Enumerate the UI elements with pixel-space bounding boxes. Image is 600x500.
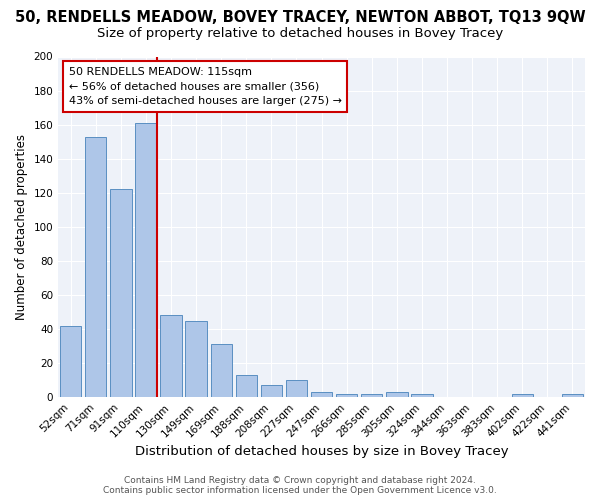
Text: Contains HM Land Registry data © Crown copyright and database right 2024.
Contai: Contains HM Land Registry data © Crown c…	[103, 476, 497, 495]
Text: 50, RENDELLS MEADOW, BOVEY TRACEY, NEWTON ABBOT, TQ13 9QW: 50, RENDELLS MEADOW, BOVEY TRACEY, NEWTO…	[14, 10, 586, 25]
Bar	[361, 394, 382, 397]
Bar	[236, 375, 257, 397]
Y-axis label: Number of detached properties: Number of detached properties	[15, 134, 28, 320]
Bar	[185, 320, 207, 397]
Bar	[160, 316, 182, 397]
Bar	[60, 326, 82, 397]
Bar	[136, 123, 157, 397]
X-axis label: Distribution of detached houses by size in Bovey Tracey: Distribution of detached houses by size …	[135, 444, 508, 458]
Bar	[512, 394, 533, 397]
Bar	[411, 394, 433, 397]
Bar	[386, 392, 407, 397]
Bar	[85, 136, 106, 397]
Bar	[286, 380, 307, 397]
Bar	[336, 394, 358, 397]
Bar	[562, 394, 583, 397]
Text: 50 RENDELLS MEADOW: 115sqm
← 56% of detached houses are smaller (356)
43% of sem: 50 RENDELLS MEADOW: 115sqm ← 56% of deta…	[69, 66, 342, 106]
Bar	[211, 344, 232, 397]
Text: Size of property relative to detached houses in Bovey Tracey: Size of property relative to detached ho…	[97, 28, 503, 40]
Bar	[261, 386, 282, 397]
Bar	[311, 392, 332, 397]
Bar	[110, 190, 131, 397]
